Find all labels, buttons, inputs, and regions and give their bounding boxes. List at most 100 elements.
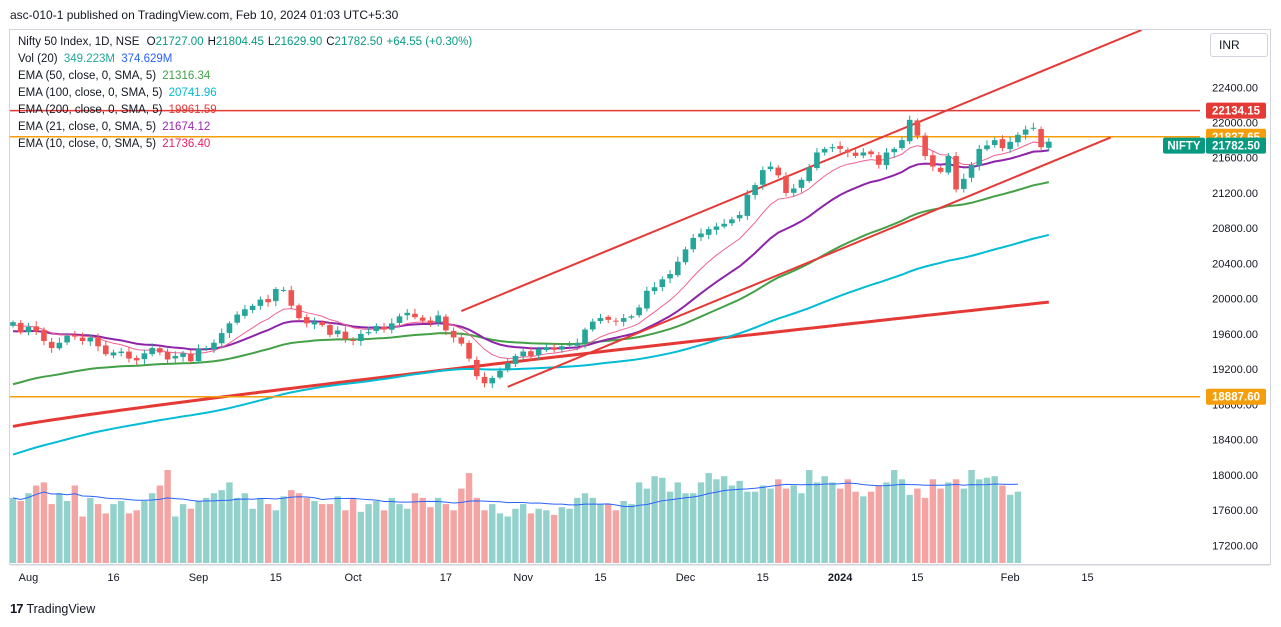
symbol-price-tag: NIFTY (1167, 141, 1201, 153)
volume-bar (264, 504, 272, 563)
volume-bar (118, 501, 125, 563)
legend-ohlc: O21727.00 H21804.45 L21629.90 C21782.50 +64.… (143, 36, 473, 48)
volume-bar (968, 470, 975, 563)
candle-body (303, 317, 310, 324)
candle-body (149, 348, 155, 355)
volume-bar (411, 493, 419, 563)
volume-bar (257, 497, 264, 563)
candle-body (226, 323, 233, 333)
volume-bar (349, 497, 357, 563)
candle-body (1015, 134, 1021, 143)
candle-body (504, 363, 511, 370)
legend-ohlc-o: O21727.00 (146, 36, 204, 48)
volume-bar (883, 482, 890, 563)
volume-bar (589, 497, 596, 563)
y-tick-label: 19600.00 (1212, 329, 1258, 341)
candle-body (914, 120, 921, 136)
volume-bar (334, 496, 341, 563)
x-tick-label: 15 (1081, 572, 1093, 584)
candle-body (721, 223, 727, 227)
volume-bar (249, 508, 256, 563)
volume-bar (156, 485, 164, 563)
volume-bar (427, 507, 434, 563)
candle-body (381, 326, 387, 330)
candle-body (752, 185, 758, 196)
candle-body (783, 175, 789, 193)
volume-bar (233, 497, 241, 563)
y-tick-label: 22400.00 (1212, 82, 1258, 94)
y-tick-label: 17200.00 (1212, 540, 1258, 552)
volume-bar (952, 479, 960, 563)
tradingview-logo-icon: 17 (10, 601, 24, 616)
candle-body (327, 324, 333, 335)
level-price-label: 22134.15 (1212, 106, 1261, 118)
candle-body (126, 351, 132, 359)
legend-indicator-value: 21316.34 (162, 70, 211, 82)
candle-body (273, 289, 279, 302)
volume-bar (960, 488, 967, 563)
candle-body (288, 290, 295, 306)
candle-body (636, 307, 642, 316)
volume-bar (860, 496, 867, 563)
volume-bar (581, 493, 589, 563)
legend-indicator-value: 374.629M (121, 53, 173, 65)
candle-body (891, 148, 898, 153)
volume-bar (203, 497, 210, 563)
x-tick-label: 15 (911, 572, 923, 584)
volume-bar (983, 477, 991, 563)
volume-bar (720, 476, 728, 563)
candle-body (1030, 127, 1037, 129)
volume-bar (373, 501, 380, 563)
candle-body (574, 342, 581, 346)
legend-indicator-row[interactable]: EMA (200, close, 0, SMA, 5) 19961.59 (18, 102, 472, 119)
volume-bar (141, 501, 148, 563)
legend-indicator-row[interactable]: EMA (100, close, 0, SMA, 5) 20741.96 (18, 85, 472, 102)
x-tick-label: 15 (757, 572, 769, 584)
legend-indicator-row[interactable]: Vol (20) 349.223M 374.629M (18, 51, 472, 68)
candle-body (1046, 141, 1052, 148)
candle-body (365, 332, 372, 334)
volume-bar (473, 497, 480, 563)
legend-ohlc-l: L21629.90 (267, 36, 323, 48)
legend-ohlc-h: H21804.45 (207, 36, 264, 48)
legend-indicator-row[interactable]: EMA (10, close, 0, SMA, 5) 21736.40 (18, 136, 472, 153)
candle-body (760, 170, 766, 185)
y-tick-label: 18400.00 (1212, 435, 1258, 447)
candle-body (852, 152, 859, 156)
candle-body (257, 299, 264, 306)
volume-bar (179, 504, 187, 563)
currency-button[interactable]: INR (1210, 33, 1268, 57)
legend-indicator-row[interactable]: EMA (21, close, 0, SMA, 5) 21674.12 (18, 119, 472, 136)
candle-body (342, 331, 349, 340)
volume-bar (404, 508, 411, 563)
candle-body (744, 194, 751, 216)
candle-body (334, 330, 341, 335)
candle-body (968, 164, 975, 178)
volume-bar (187, 508, 194, 563)
volume-bar (744, 491, 751, 563)
ema-50-line (12, 181, 1050, 386)
candle-body (729, 219, 735, 224)
legend-indicator-row[interactable]: EMA (50, close, 0, SMA, 5) 21316.34 (18, 68, 472, 85)
volume-bar (759, 485, 767, 563)
candle-body (682, 249, 689, 263)
candle-body (118, 351, 125, 354)
legend-indicator-name: EMA (50, close, 0, SMA, 5) (18, 70, 157, 82)
volume-bar (94, 504, 102, 563)
volume-bar (380, 510, 388, 563)
volume-bar (288, 490, 295, 563)
candle-body (10, 322, 16, 326)
candle-body (481, 376, 488, 384)
volume-bar (342, 510, 349, 563)
volume-bar (829, 482, 836, 563)
volume-bar (775, 479, 782, 563)
legend-indicator-value: 21736.40 (162, 138, 211, 150)
volume-bar (628, 504, 635, 563)
volume-bar (991, 476, 998, 563)
volume-bar (566, 508, 573, 563)
candle-body (736, 215, 743, 219)
candle-body (899, 140, 905, 149)
volume-bar (226, 482, 233, 563)
volume-bar (945, 482, 952, 563)
